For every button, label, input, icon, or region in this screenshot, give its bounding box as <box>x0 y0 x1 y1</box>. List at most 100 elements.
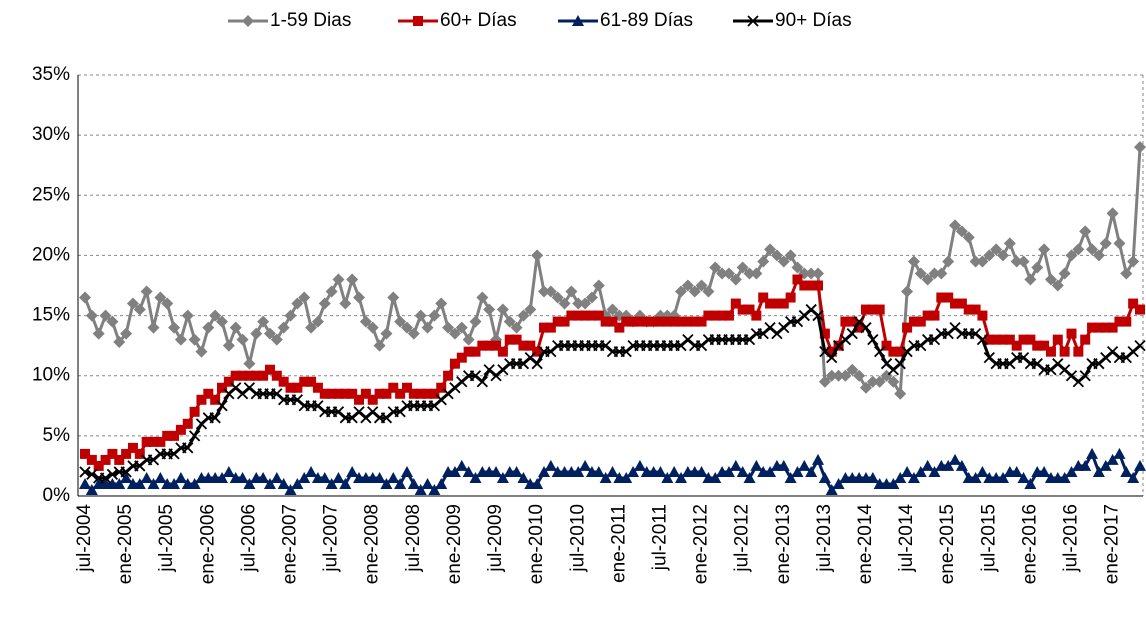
data-point <box>86 468 98 480</box>
data-point <box>278 376 289 387</box>
data-point <box>429 388 440 399</box>
data-point <box>449 358 460 369</box>
data-point <box>1079 370 1091 382</box>
data-point <box>813 280 824 291</box>
legend-item: 90+ Días <box>733 10 852 31</box>
data-point <box>1072 243 1085 256</box>
data-point <box>736 465 749 477</box>
data-point <box>949 219 962 232</box>
data-point <box>1039 340 1050 351</box>
legend-item: 1-59 Dias <box>228 10 351 31</box>
y-tick-label: 15% <box>32 305 70 326</box>
data-point <box>798 459 811 471</box>
data-point <box>257 315 270 328</box>
data-point <box>942 459 955 471</box>
data-point <box>298 471 311 483</box>
data-point <box>1134 340 1146 352</box>
data-point <box>381 388 392 399</box>
data-point <box>544 459 557 471</box>
data-point <box>148 436 159 447</box>
data-point <box>360 388 371 399</box>
data-point <box>818 471 831 483</box>
data-point <box>319 388 330 399</box>
data-point <box>380 477 393 489</box>
x-tick-label: jul-2007 <box>321 504 342 573</box>
data-point <box>1106 453 1119 465</box>
data-point <box>867 333 879 346</box>
data-point <box>100 454 111 465</box>
data-point <box>956 298 967 309</box>
data-point <box>400 465 413 477</box>
data-point <box>757 255 770 268</box>
data-point <box>709 261 722 274</box>
series-line <box>83 147 1142 396</box>
data-point <box>1086 447 1099 459</box>
data-point <box>566 310 577 321</box>
data-point <box>764 465 777 477</box>
data-point <box>367 394 378 405</box>
data-point <box>510 465 523 477</box>
data-point <box>189 406 200 417</box>
data-point <box>400 321 413 334</box>
legend-marker <box>572 15 584 26</box>
data-point <box>147 477 160 489</box>
series-group <box>79 447 1146 495</box>
data-point <box>908 316 919 327</box>
legend-marker <box>242 15 254 27</box>
data-point <box>79 466 91 478</box>
data-point <box>936 292 947 303</box>
data-point <box>881 340 892 351</box>
data-point <box>860 321 872 334</box>
data-point <box>710 310 721 321</box>
data-point <box>942 255 955 268</box>
data-point <box>1134 459 1146 471</box>
data-point <box>462 333 475 346</box>
data-point <box>1134 141 1146 154</box>
data-point <box>1106 207 1119 220</box>
data-point <box>819 328 830 339</box>
data-point <box>380 327 393 340</box>
y-tick-label: 10% <box>32 365 70 386</box>
data-point <box>765 298 776 309</box>
data-point <box>969 255 982 268</box>
data-point <box>1107 322 1118 333</box>
legend-marker <box>413 16 423 26</box>
data-point <box>784 471 797 483</box>
data-point <box>1100 322 1111 333</box>
data-point <box>120 471 133 483</box>
data-point <box>93 460 104 471</box>
data-point <box>181 309 194 322</box>
x-tick-label: jul-2011 <box>649 504 670 571</box>
data-point <box>1113 447 1126 459</box>
data-point <box>120 327 133 340</box>
data-point <box>799 280 810 291</box>
x-tick-label: jul-2005 <box>156 504 177 573</box>
data-point <box>580 310 591 321</box>
data-point <box>264 364 275 375</box>
data-point <box>551 291 564 304</box>
data-point <box>532 346 543 357</box>
data-point <box>428 483 441 495</box>
data-point <box>695 465 708 477</box>
data-point <box>929 310 940 321</box>
data-point <box>606 303 619 316</box>
data-point <box>812 309 824 322</box>
data-point <box>736 261 749 274</box>
data-point <box>277 321 290 334</box>
data-point <box>422 388 433 399</box>
data-point <box>826 352 838 364</box>
data-point <box>263 477 276 489</box>
data-point <box>524 303 537 316</box>
data-point <box>572 297 585 310</box>
data-point <box>648 316 659 327</box>
data-point <box>469 315 482 328</box>
data-point <box>552 316 563 327</box>
data-point <box>470 346 481 357</box>
data-point <box>606 465 619 477</box>
data-point <box>654 465 667 477</box>
data-point <box>1025 334 1036 345</box>
data-point <box>751 310 762 321</box>
data-point <box>113 477 126 489</box>
data-point <box>792 274 803 285</box>
